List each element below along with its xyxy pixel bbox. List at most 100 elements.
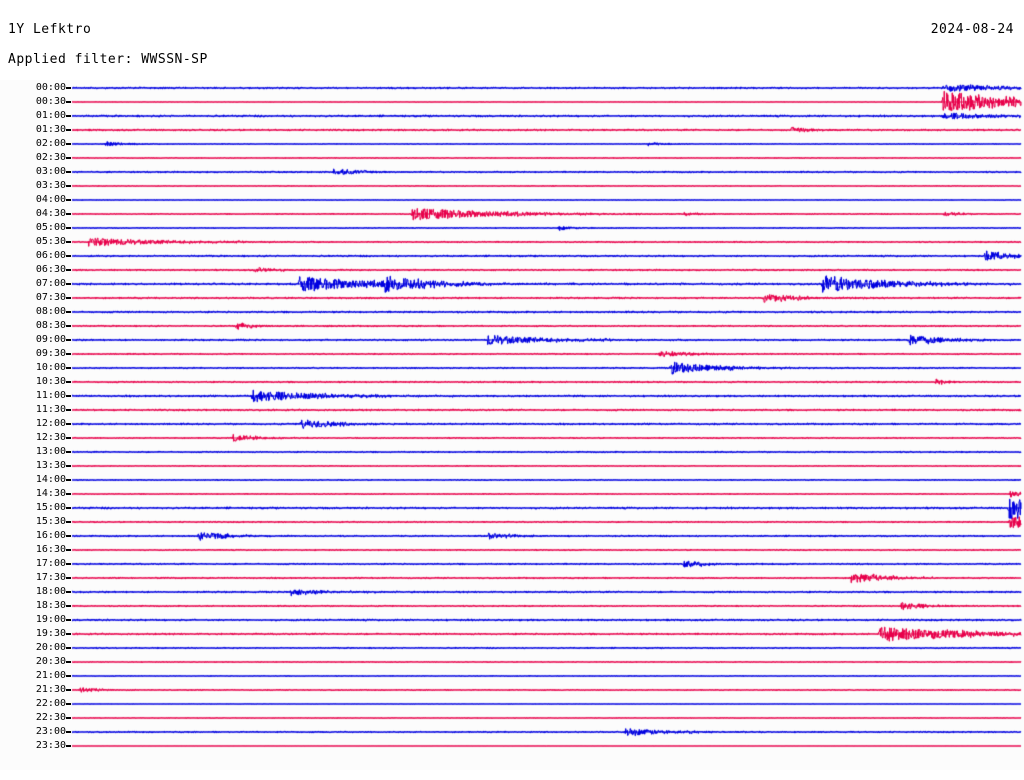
time-label: 04:30 [35, 208, 66, 219]
axis-tick [66, 185, 71, 187]
time-label: 15:00 [35, 502, 66, 513]
time-label: 19:30 [35, 628, 66, 639]
axis-tick [66, 199, 71, 201]
time-label: 20:30 [35, 656, 66, 667]
time-label: 05:30 [35, 236, 66, 247]
time-label: 08:00 [35, 306, 66, 317]
axis-tick [66, 339, 71, 341]
time-label: 12:00 [35, 418, 66, 429]
axis-tick [66, 325, 71, 327]
time-label: 09:00 [35, 334, 66, 345]
time-label: 13:30 [35, 460, 66, 471]
time-label: 11:30 [35, 404, 66, 415]
time-label: 08:30 [35, 320, 66, 331]
axis-tick [66, 213, 71, 215]
axis-tick [66, 717, 71, 719]
axis-tick [66, 311, 71, 313]
axis-tick [66, 703, 71, 705]
time-label: 02:30 [35, 152, 66, 163]
time-label: 23:30 [35, 740, 66, 751]
time-label: 14:30 [35, 488, 66, 499]
time-axis: 00:00 00:30 01:00 01:30 02:00 02:30 03:00 03:30… [0, 80, 72, 770]
time-label: 17:00 [35, 558, 66, 569]
time-label: 21:00 [35, 670, 66, 681]
axis-tick [66, 661, 71, 663]
axis-tick [66, 437, 71, 439]
axis-tick [66, 171, 71, 173]
axis-tick [66, 563, 71, 565]
time-label: 10:30 [35, 376, 66, 387]
time-label: 00:30 [35, 96, 66, 107]
axis-tick [66, 101, 71, 103]
axis-tick [66, 157, 71, 159]
axis-tick [66, 577, 71, 579]
time-label: 06:00 [35, 250, 66, 261]
axis-tick [66, 521, 71, 523]
axis-tick [66, 409, 71, 411]
axis-tick [66, 367, 71, 369]
axis-tick [66, 535, 71, 537]
axis-tick [66, 87, 71, 89]
time-label: 16:00 [35, 530, 66, 541]
time-label: 20:00 [35, 642, 66, 653]
axis-tick [66, 423, 71, 425]
axis-tick [66, 493, 71, 495]
time-label: 13:00 [35, 446, 66, 457]
axis-tick [66, 283, 71, 285]
time-label: 15:30 [35, 516, 66, 527]
applied-filter-label: Applied filter: WWSSN-SP [8, 52, 208, 67]
time-label: 07:30 [35, 292, 66, 303]
axis-tick [66, 115, 71, 117]
time-label: 12:30 [35, 432, 66, 443]
time-label: 07:00 [35, 278, 66, 289]
time-label: 00:00 [35, 82, 66, 93]
time-label: 03:30 [35, 180, 66, 191]
helicorder-plot[interactable]: 00:00 00:30 01:00 01:30 02:00 02:30 03:00 03:30… [0, 80, 1024, 770]
axis-tick [66, 689, 71, 691]
axis-tick [66, 227, 71, 229]
axis-tick [66, 633, 71, 635]
axis-tick [66, 479, 71, 481]
axis-tick [66, 381, 71, 383]
axis-tick [66, 395, 71, 397]
axis-tick [66, 143, 71, 145]
axis-tick [66, 297, 71, 299]
axis-tick [66, 507, 71, 509]
axis-tick [66, 647, 71, 649]
time-label: 05:00 [35, 222, 66, 233]
time-label: 18:30 [35, 600, 66, 611]
time-label: 03:00 [35, 166, 66, 177]
time-label: 22:30 [35, 712, 66, 723]
time-label: 18:00 [35, 586, 66, 597]
time-label: 14:00 [35, 474, 66, 485]
time-label: 23:00 [35, 726, 66, 737]
axis-tick [66, 745, 71, 747]
time-label: 21:30 [35, 684, 66, 695]
axis-tick [66, 605, 71, 607]
time-label: 09:30 [35, 348, 66, 359]
time-label: 01:30 [35, 124, 66, 135]
date-label: 2024-08-24 [930, 22, 1014, 37]
seismogram-traces[interactable] [0, 80, 1024, 770]
time-label: 06:30 [35, 264, 66, 275]
axis-tick [66, 269, 71, 271]
axis-tick [66, 255, 71, 257]
time-label: 02:00 [35, 138, 66, 149]
axis-tick [66, 451, 71, 453]
time-label: 01:00 [35, 110, 66, 121]
time-label: 22:00 [35, 698, 66, 709]
axis-tick [66, 675, 71, 677]
time-label: 16:30 [35, 544, 66, 555]
axis-tick [66, 465, 71, 467]
time-label: 19:00 [35, 614, 66, 625]
time-label: 10:00 [35, 362, 66, 373]
axis-tick [66, 129, 71, 131]
time-label: 17:30 [35, 572, 66, 583]
axis-tick [66, 731, 71, 733]
time-label: 04:00 [35, 194, 66, 205]
axis-tick [66, 591, 71, 593]
axis-tick [66, 241, 71, 243]
time-label: 11:00 [35, 390, 66, 401]
axis-tick [66, 619, 71, 621]
